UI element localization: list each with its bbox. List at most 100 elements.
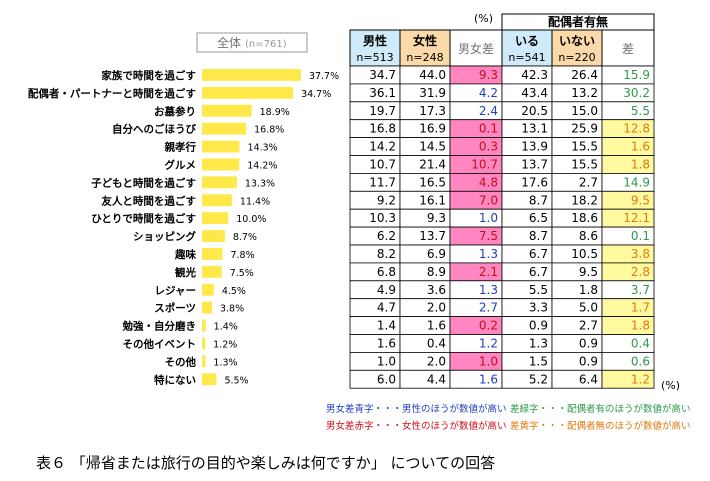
category-label: 子どもと時間を過ごす <box>91 176 196 189</box>
bar-value-label: 13.3% <box>245 178 275 189</box>
table-cell-value: 18.2 <box>571 193 598 207</box>
table-cell-value: 3.6 <box>427 283 446 297</box>
table-cell-value: 4.9 <box>377 283 396 297</box>
table-cell-value: 2.0 <box>427 354 446 368</box>
category-label: 勉強・自分磨き <box>122 320 197 333</box>
table-cell-value: 0.9 <box>579 354 598 368</box>
category-label: その他 <box>165 355 197 368</box>
table-cell-value: 1.6 <box>631 140 650 154</box>
bar <box>202 86 294 99</box>
bar-value-label: 5.5% <box>224 375 248 386</box>
table-cell-value: 2.0 <box>427 301 446 315</box>
table-cell-value: 1.8 <box>631 157 650 171</box>
bar-value-label: 7.5% <box>230 268 254 279</box>
category-label: 配偶者・パートナーと時間を過ごす <box>28 87 196 100</box>
category-label: 観光 <box>175 266 196 279</box>
bar <box>202 283 214 296</box>
table-cell-value: 16.9 <box>419 122 446 136</box>
table-cell-value: 0.3 <box>479 140 498 154</box>
table-cell-value: 12.1 <box>623 211 650 225</box>
table-cell-value: 17.6 <box>521 175 548 189</box>
table-cell-value: 10.7 <box>471 157 498 171</box>
table-cell-value: 3.3 <box>529 301 548 315</box>
table-cell-value: 15.0 <box>571 104 598 118</box>
bar <box>202 337 206 350</box>
table-cell-value: 1.6 <box>377 336 396 350</box>
table-cell-value: 1.3 <box>479 247 498 261</box>
table-cell-value: 8.2 <box>377 247 396 261</box>
table-cell-value: 1.6 <box>427 319 446 333</box>
table-cell-value: 44.0 <box>419 68 446 82</box>
category-label: グルメ <box>165 158 197 171</box>
table-cell-value: 15.9 <box>623 68 650 82</box>
legend-item-no-spouse-higher: 差黄字・・・配偶者無のほうが数値が高い <box>510 420 691 432</box>
table-cell-value: 0.4 <box>427 336 446 350</box>
category-label: 親孝行 <box>165 141 197 154</box>
table-cell-value: 8.6 <box>579 229 598 243</box>
table-cell-value: 14.2 <box>369 140 396 154</box>
table-cell-value: 10.3 <box>369 211 396 225</box>
bar-value-label: 14.2% <box>247 160 277 171</box>
bar-value-label: 8.7% <box>233 232 257 243</box>
table-cell-value: 6.4 <box>579 372 598 386</box>
table-cell-value: 20.5 <box>521 104 548 118</box>
table-cell-value: 2.7 <box>579 175 598 189</box>
percent-unit-top: (%) <box>474 12 493 25</box>
table-cell-value: 3.7 <box>631 283 650 297</box>
bar <box>202 373 217 386</box>
table-cell-value: 6.7 <box>529 265 548 279</box>
table-cell-value: 1.0 <box>479 354 498 368</box>
bar-value-label: 3.8% <box>220 304 244 315</box>
table-cell-value: 0.1 <box>479 122 498 136</box>
category-label: 家族で時間を過ごす <box>101 69 196 82</box>
category-label: 特にない <box>154 373 196 386</box>
bar <box>202 104 252 117</box>
bar <box>202 265 222 278</box>
category-label: お墓参り <box>154 105 196 118</box>
table-cell-value: 1.7 <box>631 301 650 315</box>
female-header-n: n=248 <box>406 51 443 64</box>
male-header-n: n=513 <box>356 51 393 64</box>
table-cell-value: 4.7 <box>377 301 396 315</box>
table-cell-value: 1.0 <box>377 354 396 368</box>
bar <box>202 158 240 171</box>
table-cell-value: 0.4 <box>631 336 650 350</box>
table-cell-value: 13.7 <box>521 157 548 171</box>
table-cell-value: 6.5 <box>529 211 548 225</box>
bar <box>202 176 237 189</box>
table-cell <box>601 369 655 389</box>
no-spouse-header-n: n=220 <box>558 51 595 64</box>
table-cell-value: 1.2 <box>479 336 498 350</box>
bar <box>202 122 247 135</box>
table-cell-value: 8.9 <box>427 265 446 279</box>
no-spouse-header-label: いない <box>559 34 595 48</box>
table-cell-value: 7.0 <box>479 193 498 207</box>
table-cell-value: 18.6 <box>571 211 598 225</box>
table-cell-value: 9.5 <box>579 265 598 279</box>
table-cell-value: 0.1 <box>631 229 650 243</box>
bar-value-label: 16.8% <box>254 125 284 136</box>
table-cell-value: 2.7 <box>479 301 498 315</box>
category-label: 友人と時間を過ごす <box>100 194 196 207</box>
table-cell-value: 2.1 <box>479 265 498 279</box>
table-cell-value: 11.7 <box>369 175 396 189</box>
table-cell-value: 16.8 <box>369 122 396 136</box>
bar-value-label: 37.7% <box>309 71 339 82</box>
bar <box>202 248 223 260</box>
table-cell-value: 30.2 <box>623 86 650 100</box>
bar <box>202 212 229 225</box>
table-caption: 表６ 「帰省または旅行の目的や楽しみは何ですか」 についての回答 <box>36 454 496 472</box>
table-cell-value: 0.9 <box>579 336 598 350</box>
percent-unit-bottom: (%) <box>661 379 680 392</box>
table-cell-value: 6.7 <box>529 247 548 261</box>
bar-value-label: 18.9% <box>260 107 290 118</box>
table-cell-value: 16.5 <box>419 175 446 189</box>
category-label: ショッピング <box>133 230 196 243</box>
table-cell-value: 9.3 <box>479 68 498 82</box>
table-cell-value: 4.2 <box>479 86 498 100</box>
category-label: レジャー <box>155 285 196 297</box>
gender-diff-header-label: 男女差 <box>458 41 494 56</box>
table-cell-value: 14.9 <box>623 175 650 189</box>
table-cell-value: 5.0 <box>579 301 598 315</box>
